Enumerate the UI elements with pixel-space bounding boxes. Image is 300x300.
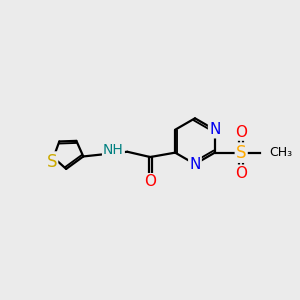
Text: O: O (144, 174, 156, 189)
Text: O: O (235, 166, 247, 181)
Text: NH: NH (103, 143, 124, 157)
Text: S: S (236, 144, 247, 162)
Text: N: N (209, 122, 220, 137)
Text: S: S (46, 153, 57, 171)
Text: O: O (235, 124, 247, 140)
Text: CH₃: CH₃ (269, 146, 292, 159)
Text: N: N (189, 157, 201, 172)
